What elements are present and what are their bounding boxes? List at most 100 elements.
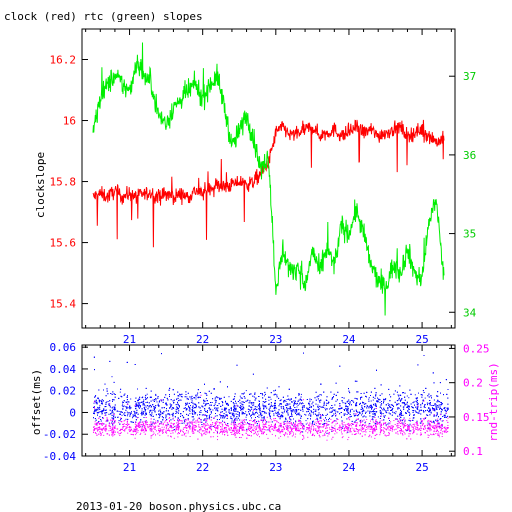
scatter-point xyxy=(190,396,192,398)
scatter-point xyxy=(185,409,187,411)
scatter-point xyxy=(112,417,114,419)
scatter-point xyxy=(354,421,356,423)
scatter-point xyxy=(258,400,260,402)
scatter-point xyxy=(212,398,214,400)
scatter-point xyxy=(162,412,164,414)
scatter-point xyxy=(417,406,419,408)
scatter-point xyxy=(165,410,167,412)
scatter-point xyxy=(135,402,137,404)
scatter-point xyxy=(323,423,325,424)
scatter-point xyxy=(296,406,298,408)
scatter-point xyxy=(242,422,244,424)
scatter-point xyxy=(166,419,168,421)
scatter-point xyxy=(285,404,287,406)
scatter-point xyxy=(145,413,147,415)
scatter-point xyxy=(323,401,325,403)
scatter-point xyxy=(372,396,374,398)
scatter-point xyxy=(353,410,355,412)
scatter-point xyxy=(305,423,307,425)
scatter-point xyxy=(180,413,182,414)
scatter-point xyxy=(356,410,357,412)
scatter-point xyxy=(134,364,136,365)
scatter-point xyxy=(240,407,242,409)
scatter-point xyxy=(214,403,216,405)
scatter-point xyxy=(269,417,271,419)
scatter-point xyxy=(293,405,294,407)
scatter-point xyxy=(360,397,361,399)
scatter-point xyxy=(192,410,193,412)
scatter-point xyxy=(390,410,392,411)
scatter-point xyxy=(239,402,241,404)
scatter-point xyxy=(407,406,408,408)
scatter-point xyxy=(160,410,161,412)
scatter-point xyxy=(406,403,408,405)
scatter-point xyxy=(263,419,264,421)
scatter-point xyxy=(177,395,179,397)
scatter-point xyxy=(233,403,235,405)
scatter-point xyxy=(186,402,188,404)
scatter-point xyxy=(210,426,212,428)
scatter-point xyxy=(188,402,190,404)
scatter-point xyxy=(268,412,270,414)
scatter-point xyxy=(234,408,236,409)
scatter-point xyxy=(164,421,166,423)
scatter-point xyxy=(397,408,399,410)
scatter-point xyxy=(177,401,178,403)
scatter-point xyxy=(355,404,357,406)
scatter-point xyxy=(274,393,276,395)
scatter-point xyxy=(184,426,186,428)
scatter-point xyxy=(185,391,187,393)
scatter-point xyxy=(424,417,426,419)
scatter-point xyxy=(171,408,173,410)
scatter-point xyxy=(222,416,224,417)
scatter-point xyxy=(289,403,291,405)
scatter-point xyxy=(412,419,414,421)
scatter-point xyxy=(233,415,235,417)
scatter-point xyxy=(183,422,185,424)
scatter-point xyxy=(195,396,197,398)
scatter-point xyxy=(435,404,437,406)
scatter-point xyxy=(349,392,351,394)
scatter-point xyxy=(100,411,102,413)
scatter-point xyxy=(222,417,224,419)
scatter-point xyxy=(283,400,285,402)
scatter-point xyxy=(389,420,390,421)
scatter-point xyxy=(322,414,323,416)
scatter-point xyxy=(177,404,179,406)
scatter-point xyxy=(433,420,435,422)
scatter-point xyxy=(293,418,294,420)
scatter-point xyxy=(361,405,363,407)
scatter-point xyxy=(126,399,128,401)
scatter-point xyxy=(179,419,180,421)
scatter-point xyxy=(198,396,200,398)
scatter-point xyxy=(138,407,140,409)
scatter-point xyxy=(330,407,331,409)
scatter-point xyxy=(320,417,322,419)
scatter-point xyxy=(372,418,374,420)
scatter-point xyxy=(350,409,351,411)
scatter-point xyxy=(169,387,171,389)
scatter-point xyxy=(303,352,304,354)
chart-title: clock (red) rtc (green) slopes xyxy=(4,10,203,23)
scatter-point xyxy=(288,398,290,400)
scatter-point xyxy=(187,418,189,420)
scatter-point xyxy=(220,405,222,407)
scatter-point xyxy=(369,415,371,417)
scatter-point xyxy=(179,393,181,395)
scatter-point xyxy=(208,390,210,392)
scatter-point xyxy=(417,412,419,414)
scatter-point xyxy=(308,409,310,411)
scatter-point xyxy=(156,401,158,403)
scatter-point xyxy=(222,420,223,422)
scatter-point xyxy=(189,425,191,427)
scatter-point xyxy=(248,411,250,413)
scatter-point xyxy=(126,406,128,408)
scatter-point xyxy=(442,431,444,433)
scatter-point xyxy=(175,410,177,412)
scatter-point xyxy=(139,434,141,435)
scatter-point xyxy=(376,401,378,403)
scatter-point xyxy=(289,416,290,418)
scatter-point xyxy=(128,412,130,414)
scatter-point xyxy=(246,428,248,430)
scatter-point xyxy=(317,404,319,406)
